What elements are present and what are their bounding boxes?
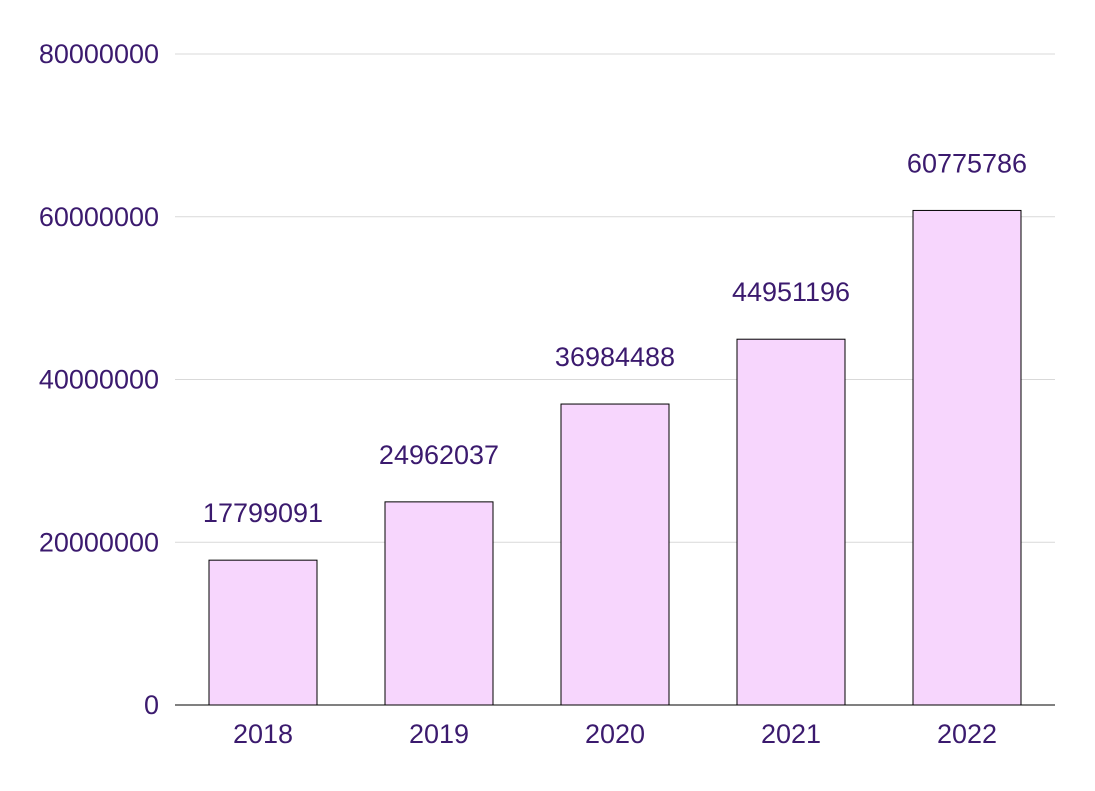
x-tick-label: 2018 bbox=[233, 719, 293, 749]
data-label: 17799091 bbox=[203, 498, 323, 528]
y-tick-label: 0 bbox=[144, 690, 159, 720]
bar-2019 bbox=[384, 501, 494, 706]
x-tick-label: 2022 bbox=[937, 719, 997, 749]
x-tick-label: 2019 bbox=[409, 719, 469, 749]
data-label: 44951196 bbox=[732, 277, 850, 307]
x-tick-label: 2020 bbox=[585, 719, 645, 749]
y-tick-label: 20000000 bbox=[39, 527, 159, 557]
y-tick-label: 40000000 bbox=[39, 365, 159, 395]
y-axis-tick-labels: 0 20000000 40000000 60000000 80000000 bbox=[39, 39, 159, 720]
data-label: 24962037 bbox=[379, 440, 499, 470]
x-axis-tick-labels: 2018 2019 2020 2021 2022 bbox=[233, 719, 997, 749]
bar-2021 bbox=[736, 338, 846, 706]
y-tick-label: 60000000 bbox=[39, 202, 159, 232]
y-tick-label: 80000000 bbox=[39, 39, 159, 69]
data-labels: 17799091 24962037 36984488 44951196 60775786 bbox=[203, 148, 1027, 528]
bar-2020 bbox=[560, 403, 670, 706]
data-label: 60775786 bbox=[907, 148, 1027, 178]
bars bbox=[208, 209, 1022, 706]
data-label: 36984488 bbox=[555, 342, 675, 372]
x-tick-label: 2021 bbox=[761, 719, 821, 749]
bar-2018 bbox=[208, 559, 318, 706]
bar-2022 bbox=[912, 209, 1022, 706]
